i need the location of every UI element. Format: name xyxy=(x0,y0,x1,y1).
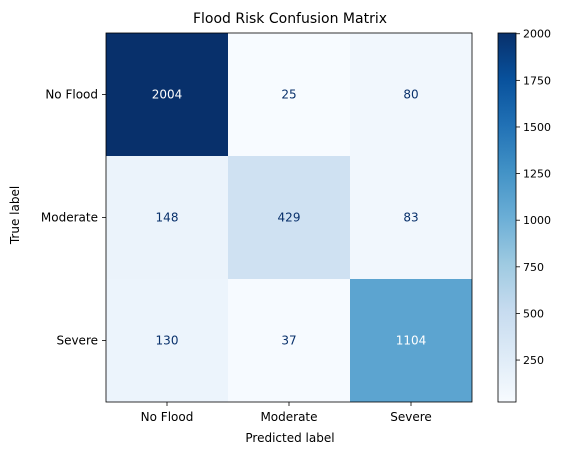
heatmap-cell xyxy=(228,33,350,156)
cell-value: 148 xyxy=(156,211,179,225)
y-axis-label: True label xyxy=(8,186,22,245)
colorbar-tick-label: 500 xyxy=(523,307,544,320)
colorbar-ticks: 250 500 750 1000 1250 1500 1750 2000 xyxy=(516,28,551,367)
colorbar xyxy=(497,32,517,403)
cell-value: 1104 xyxy=(396,334,427,348)
heatmap-cell xyxy=(106,33,228,156)
y-tick-label: Severe xyxy=(56,334,98,348)
cell-value: 37 xyxy=(281,334,296,348)
heatmap-cell xyxy=(350,33,472,156)
cell-value: 25 xyxy=(281,88,296,102)
heatmap-cell xyxy=(106,279,228,402)
heatmap-cell xyxy=(350,156,472,279)
colorbar-tick-label: 1750 xyxy=(523,74,551,87)
cell-value: 130 xyxy=(156,334,179,348)
heatmap-cell xyxy=(228,156,350,279)
y-axis-ticks: No Flood Moderate Severe xyxy=(41,88,106,348)
cell-value-labels: 2004 25 80 148 429 83 130 37 1104 xyxy=(152,88,427,348)
colorbar-tick-label: 1000 xyxy=(523,214,551,227)
cell-value: 80 xyxy=(403,88,418,102)
x-tick-label: No Flood xyxy=(141,410,194,424)
y-tick-label: Moderate xyxy=(41,211,98,225)
x-tick-label: Moderate xyxy=(260,410,317,424)
heatmap-cell xyxy=(228,279,350,402)
colorbar-tick-label: 250 xyxy=(523,354,544,367)
colorbar-tick-label: 2000 xyxy=(523,28,551,41)
x-tick-label: Severe xyxy=(390,410,432,424)
colorbar-tick-label: 1250 xyxy=(523,168,551,181)
colorbar-tick-label: 750 xyxy=(523,261,544,274)
colorbar-tick-label: 1500 xyxy=(523,121,551,134)
cell-value: 2004 xyxy=(152,88,183,102)
cell-value: 429 xyxy=(278,211,301,225)
heatmap-cells xyxy=(106,33,472,402)
cell-value: 83 xyxy=(403,211,418,225)
x-axis-label: Predicted label xyxy=(245,431,334,445)
heatmap-cell xyxy=(350,279,472,402)
chart-title: Flood Risk Confusion Matrix xyxy=(193,11,387,27)
x-axis-ticks: No Flood Moderate Severe xyxy=(141,402,432,424)
heatmap-cell xyxy=(106,156,228,279)
y-tick-label: No Flood xyxy=(45,88,98,102)
